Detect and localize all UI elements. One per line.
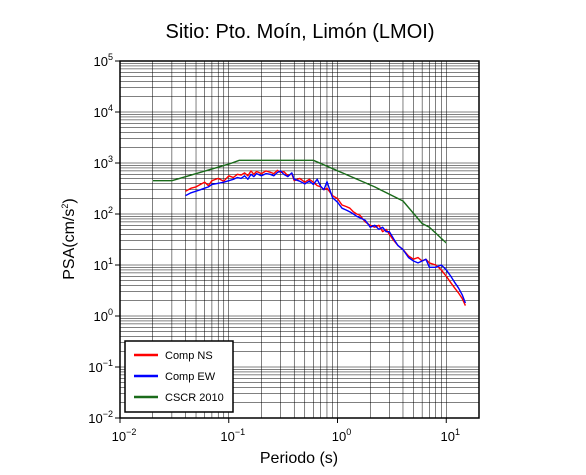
x-tick-label: 100 [332,427,351,444]
y-tick-label: 102 [94,205,113,222]
x-axis-ticks: 10−2 10−1 100 101 [112,418,460,444]
y-tick-label: 105 [94,52,113,69]
chart-title: Sitio: Pto. Moín, Limón (LMOI) [166,21,435,43]
legend-label: Comp EW [165,371,216,383]
x-tick-label: 101 [441,427,460,444]
grid [120,61,479,418]
y-tick-label: 104 [94,103,113,120]
series-line-comp-ew [185,170,467,304]
series-layer [152,159,467,306]
x-axis-label: Periodo (s) [260,450,338,467]
y-tick-label: 101 [94,256,113,273]
plot-frame [119,60,480,419]
legend: Comp NS Comp EW CSCR 2010 [124,340,234,413]
x-tick-label: 10−1 [220,427,245,444]
x-tick-label: 10−2 [112,427,137,444]
y-tick-label: 10−1 [88,358,113,375]
y-tick-label: 10−2 [88,409,113,426]
y-axis-ticks: 10−2 10−1 100 101 102 103 104 105 [88,52,120,426]
y-axis-label: PSA(cm/s2) [60,198,78,279]
series-line-cscr-2010 [152,159,447,244]
y-tick-label: 100 [94,307,113,324]
y-tick-label: 103 [94,154,113,171]
legend-label: Comp NS [165,350,213,362]
legend-label: CSCR 2010 [165,392,224,404]
